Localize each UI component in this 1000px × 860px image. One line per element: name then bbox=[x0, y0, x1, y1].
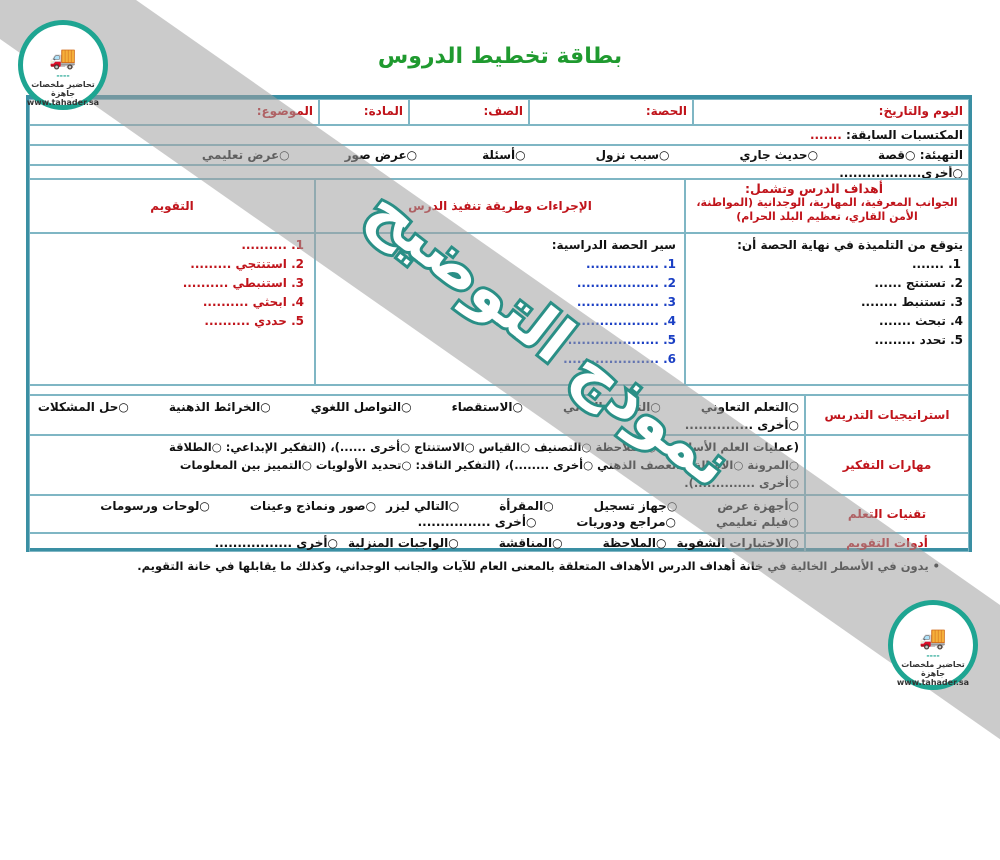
logo-text: تحاضير ملخصات جاهزة bbox=[901, 660, 965, 678]
evaluation-item: 2. استنتجي ......... bbox=[190, 257, 304, 271]
warmup-option[interactable]: سبب نزول bbox=[596, 146, 670, 164]
evaluation-item: 5. حددي .......... bbox=[204, 314, 304, 328]
procedures-header: الإجراءات وطريقة تنفيذ الدرس bbox=[315, 179, 685, 233]
warmup-option[interactable]: عرض تعليمي bbox=[202, 146, 290, 164]
evaluation-item: 3. استنبطي .......... bbox=[182, 276, 304, 290]
strategy-option[interactable]: الخرائط الذهنية bbox=[169, 398, 271, 416]
technology-option[interactable]: لوحات ورسومات bbox=[100, 498, 210, 514]
technology-option[interactable]: أجهزة عرض bbox=[717, 498, 799, 514]
objective-item: 3. تستنبط ........ bbox=[860, 295, 963, 309]
evaluation-header: التقويم bbox=[29, 179, 315, 233]
warmup-label: التهيئة: bbox=[919, 148, 963, 162]
warmup-option[interactable]: حديث جاري bbox=[740, 146, 819, 164]
technology-option[interactable]: التالي ليزر bbox=[386, 498, 459, 514]
evaluation-cell[interactable]: 1. .......... 2. استنتجي ......... 3. اس… bbox=[29, 233, 315, 385]
prior-value: ....... bbox=[809, 128, 842, 142]
strategy-option[interactable]: أخرى ............... bbox=[685, 416, 799, 434]
warmup-option[interactable]: أسئلة bbox=[482, 146, 525, 164]
thinking-line: ○المرونة ○الأصالة ○العصف الذهني ○أخرى ..… bbox=[179, 458, 799, 472]
strategy-option[interactable]: الاستقصاء bbox=[452, 398, 523, 416]
technologies-options: أجهزة عرض جهاز تسجيل المقرأة التالي ليزر صور… bbox=[29, 495, 805, 533]
warmup-option[interactable]: عرض صور bbox=[345, 146, 418, 164]
procedure-item: 6. ..................... bbox=[563, 352, 676, 366]
technologies-label: تقنيات التعلم bbox=[805, 495, 969, 533]
procedure-item: 5. .................... bbox=[567, 333, 676, 347]
technology-option[interactable]: جهاز تسجيل bbox=[594, 498, 678, 514]
tools-options: الاختبارات الشفوية الملاحظة المناقشة الواجب… bbox=[29, 533, 805, 552]
thinking-line: (عمليات العلم الأساسية: ○الملاحظة ○التصن… bbox=[169, 440, 799, 454]
lesson-plan-card: اليوم والتاريخ: الحصة: الصف: المادة: الم… bbox=[26, 95, 972, 552]
footnote: • يدون في الأسطر الخالية في خانة أهداف ا… bbox=[137, 559, 940, 573]
strategies-label: استراتيجيات التدريس bbox=[805, 395, 969, 435]
objective-item: 4. تبحث ....... bbox=[879, 314, 963, 328]
blank-row bbox=[29, 165, 969, 179]
procedure-item: 1. ................ bbox=[585, 257, 676, 271]
strategy-option[interactable]: حل المشكلات bbox=[38, 398, 129, 416]
prior-knowledge-row[interactable]: المكتسبات السابقة: ....... bbox=[29, 125, 969, 145]
strategy-option[interactable]: التعلم التعاوني bbox=[701, 398, 799, 416]
tool-option[interactable]: المناقشة bbox=[499, 534, 563, 552]
technology-option[interactable]: صور ونماذج وعينات bbox=[250, 498, 376, 514]
logo-text: تحاضير ملخصات جاهزة bbox=[31, 80, 95, 98]
page-title: بطاقة تخطيط الدروس bbox=[377, 44, 623, 69]
logo-url: www.tahader.sa bbox=[896, 678, 970, 687]
logo: 🚚 ---- تحاضير ملخصات جاهزة www.tahader.sa bbox=[18, 20, 108, 110]
logo-url: www.tahader.sa bbox=[26, 98, 100, 107]
tool-option[interactable]: الواجبات المنزلية bbox=[348, 534, 459, 552]
strategy-option[interactable]: التواصل اللغوي bbox=[311, 398, 412, 416]
truck-icon: 🚚 bbox=[919, 626, 947, 651]
objectives-intro: يتوقع من التلميذة في نهاية الحصة أن: bbox=[737, 238, 963, 252]
technology-option[interactable]: فيلم تعليمي bbox=[716, 514, 799, 530]
objectives-header: أهداف الدرس وتشمل: الجوانب المعرفية، المه… bbox=[685, 179, 969, 233]
objective-item: 1. ....... bbox=[911, 257, 961, 271]
evaluation-item: 4. ابحثي .......... bbox=[202, 295, 304, 309]
tool-option[interactable]: أخرى ................. bbox=[215, 534, 338, 552]
objectives-cell[interactable]: يتوقع من التلميذة في نهاية الحصة أن: 1. … bbox=[685, 233, 969, 385]
evaluation-item: 1. .......... bbox=[241, 238, 304, 252]
blank-row bbox=[29, 385, 969, 395]
objectives-title: أهداف الدرس وتشمل: bbox=[744, 181, 883, 196]
strategies-options: التعلم التعاوني التقويم البنائي الاستقصاء ا… bbox=[29, 395, 805, 435]
technology-option[interactable]: مراجع ودوريات bbox=[576, 514, 676, 530]
warmup-row: التهيئة: قصة حديث جاري سبب نزول أسئلة عرض صو… bbox=[29, 145, 969, 180]
technology-option[interactable]: المقرأة bbox=[499, 498, 553, 514]
strategy-option[interactable]: التقويم البنائي bbox=[563, 398, 661, 416]
warmup-option[interactable]: قصة bbox=[878, 146, 915, 164]
procedure-item: 4. ................... bbox=[572, 314, 676, 328]
objectives-subtitle: الجوانب المعرفية، المهارية، الوجدانية (ا… bbox=[696, 196, 958, 223]
thinking-line: ○أخرى ..............). bbox=[684, 476, 799, 490]
truck-icon: 🚚 bbox=[49, 46, 77, 71]
technology-option[interactable]: أخرى ................ bbox=[418, 514, 537, 530]
procedure-cell[interactable]: سير الحصة الدراسية: 1. ................ … bbox=[315, 233, 685, 385]
period-field[interactable]: الحصة: bbox=[529, 99, 693, 125]
prior-label: المكتسبات السابقة: bbox=[846, 128, 963, 142]
day-date-field[interactable]: اليوم والتاريخ: bbox=[693, 99, 969, 125]
procedure-intro: سير الحصة الدراسية: bbox=[551, 238, 676, 252]
tools-label: أدوات التقويم bbox=[805, 533, 969, 552]
thinking-label: مهارات التفكير bbox=[805, 435, 969, 495]
subject-field[interactable]: المادة: bbox=[319, 99, 409, 125]
logo: 🚚 ---- تحاضير ملخصات جاهزة www.tahader.sa bbox=[888, 600, 978, 690]
procedure-item: 3. .................. bbox=[576, 295, 676, 309]
tool-option[interactable]: الاختبارات الشفوية bbox=[676, 534, 799, 552]
thinking-options[interactable]: (عمليات العلم الأساسية: ○الملاحظة ○التصن… bbox=[29, 435, 805, 495]
class-field[interactable]: الصف: bbox=[409, 99, 529, 125]
tool-option[interactable]: الملاحظة bbox=[603, 534, 667, 552]
procedure-item: 2. .................. bbox=[576, 276, 676, 290]
objective-item: 2. تستنتج ...... bbox=[874, 276, 963, 290]
objective-item: 5. تحدد ......... bbox=[874, 333, 963, 347]
